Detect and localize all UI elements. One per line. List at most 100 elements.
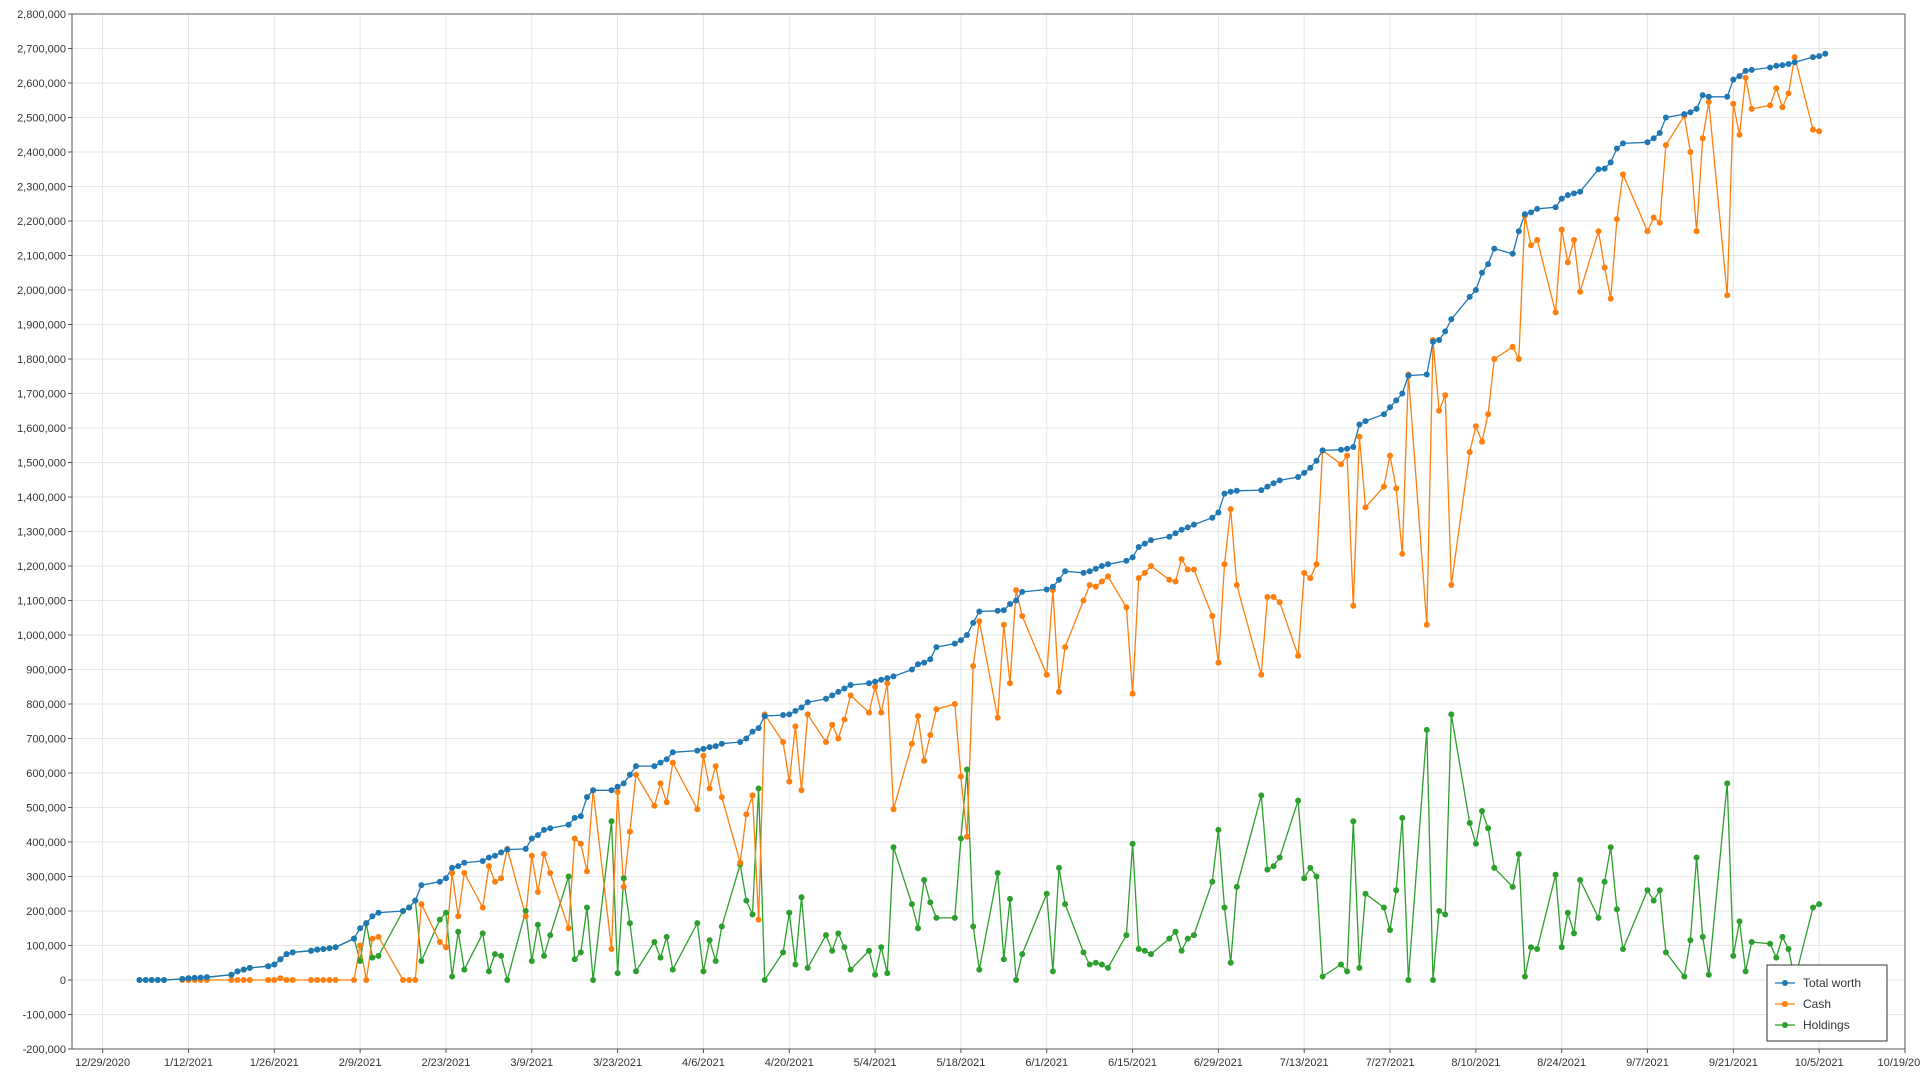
data-point-cash <box>443 944 449 951</box>
data-point-cash <box>1295 652 1302 659</box>
data-point-cash <box>755 916 762 923</box>
data-point-holdings <box>528 958 535 964</box>
x-tick-label: 4/6/2021 <box>682 1057 725 1069</box>
data-point-cash <box>1356 433 1363 440</box>
data-point-total-worth <box>780 712 787 718</box>
data-point-holdings <box>798 894 805 901</box>
data-point-total-worth <box>1356 421 1363 428</box>
data-point-cash <box>1730 100 1737 107</box>
data-point-total-worth <box>375 909 382 916</box>
y-tick-label: 1,100,000 <box>17 596 66 608</box>
x-tick-label: 1/12/2021 <box>164 1057 213 1069</box>
data-point-total-worth <box>1491 245 1498 252</box>
data-point-cash <box>492 878 498 885</box>
y-tick-label: 2,300,000 <box>17 182 66 194</box>
data-point-total-worth <box>363 920 370 927</box>
data-point-cash <box>1687 149 1694 155</box>
data-point-cash <box>1264 594 1271 600</box>
legend-label-total-worth: Total worth <box>1803 976 1861 990</box>
data-point-total-worth <box>1166 533 1173 540</box>
data-point-cash <box>804 711 811 718</box>
data-point-total-worth <box>277 956 284 963</box>
data-point-holdings <box>1521 973 1528 980</box>
data-point-holdings <box>1380 904 1387 911</box>
legend-label-cash: Cash <box>1803 997 1831 1011</box>
data-point-holdings <box>1423 726 1430 733</box>
data-point-total-worth <box>1736 73 1743 80</box>
y-tick-label: 400,000 <box>26 837 66 849</box>
x-tick-label: 6/29/2021 <box>1194 1057 1243 1069</box>
data-point-holdings <box>1681 973 1688 980</box>
data-point-total-worth <box>663 756 670 763</box>
data-point-total-worth <box>847 682 854 688</box>
data-point-cash <box>1227 506 1234 513</box>
data-point-total-worth <box>332 944 339 951</box>
data-point-cash <box>528 852 535 859</box>
data-point-total-worth <box>1515 228 1522 235</box>
data-point-cash <box>737 859 744 866</box>
data-point-holdings <box>498 952 505 959</box>
data-point-cash <box>351 977 357 983</box>
data-point-cash <box>1350 602 1357 609</box>
data-point-holdings <box>1620 946 1626 952</box>
data-point-total-worth <box>351 935 357 942</box>
data-point-cash <box>1166 576 1173 583</box>
data-point-cash <box>1209 613 1216 619</box>
data-point-cash <box>620 883 627 890</box>
data-point-cash <box>1123 604 1130 611</box>
data-point-cash <box>1534 237 1541 243</box>
data-point-cash <box>277 975 284 982</box>
data-point-cash <box>584 868 590 875</box>
data-point-cash <box>1748 105 1755 112</box>
data-point-cash <box>780 739 787 745</box>
data-point-total-worth <box>1295 474 1302 480</box>
data-point-cash <box>1307 575 1314 582</box>
data-point-total-worth <box>798 704 805 711</box>
data-point-total-worth <box>283 951 290 958</box>
data-point-holdings <box>1221 904 1228 911</box>
data-point-total-worth <box>1405 372 1412 379</box>
data-point-cash <box>976 618 983 625</box>
data-point-total-worth <box>1436 337 1443 343</box>
data-point-cash <box>571 835 578 842</box>
data-point-holdings <box>841 944 848 951</box>
data-point-holdings <box>1748 939 1755 945</box>
data-point-total-worth <box>823 695 829 702</box>
data-point-total-worth <box>1380 411 1387 418</box>
y-tick-label: 1,600,000 <box>17 423 66 435</box>
data-point-total-worth <box>1135 544 1142 550</box>
data-point-holdings <box>890 844 897 851</box>
y-tick-label: 1,300,000 <box>17 527 66 539</box>
data-point-total-worth <box>1233 487 1240 494</box>
data-point-total-worth <box>1595 166 1602 173</box>
data-point-holdings <box>1215 826 1222 833</box>
data-point-holdings <box>547 932 554 939</box>
data-point-holdings <box>1209 878 1216 885</box>
data-point-cash <box>706 785 713 792</box>
data-point-cash <box>866 709 872 716</box>
data-point-total-worth <box>1552 204 1559 211</box>
y-tick-label: 200,000 <box>26 906 66 918</box>
data-point-holdings <box>571 956 578 963</box>
data-point-total-worth <box>1092 565 1099 572</box>
data-point-cash <box>1344 452 1351 459</box>
data-point-holdings <box>884 970 891 977</box>
data-point-total-worth <box>1472 287 1479 293</box>
data-point-holdings <box>1442 911 1449 918</box>
data-point-cash <box>1129 690 1136 697</box>
data-point-holdings <box>1043 890 1050 897</box>
data-point-holdings <box>1601 878 1608 885</box>
data-point-total-worth <box>492 852 498 859</box>
data-point-cash <box>1816 128 1823 135</box>
data-point-total-worth <box>866 680 872 687</box>
data-point-cash <box>1184 566 1191 573</box>
data-point-total-worth <box>1521 211 1528 218</box>
data-point-total-worth <box>234 968 241 975</box>
data-point-total-worth <box>455 863 462 870</box>
data-point-total-worth <box>1313 457 1320 464</box>
data-point-holdings <box>1062 901 1069 908</box>
data-point-total-worth <box>1656 130 1663 136</box>
data-point-cash <box>964 833 970 840</box>
data-point-cash <box>1313 561 1320 568</box>
data-point-holdings <box>357 958 364 964</box>
